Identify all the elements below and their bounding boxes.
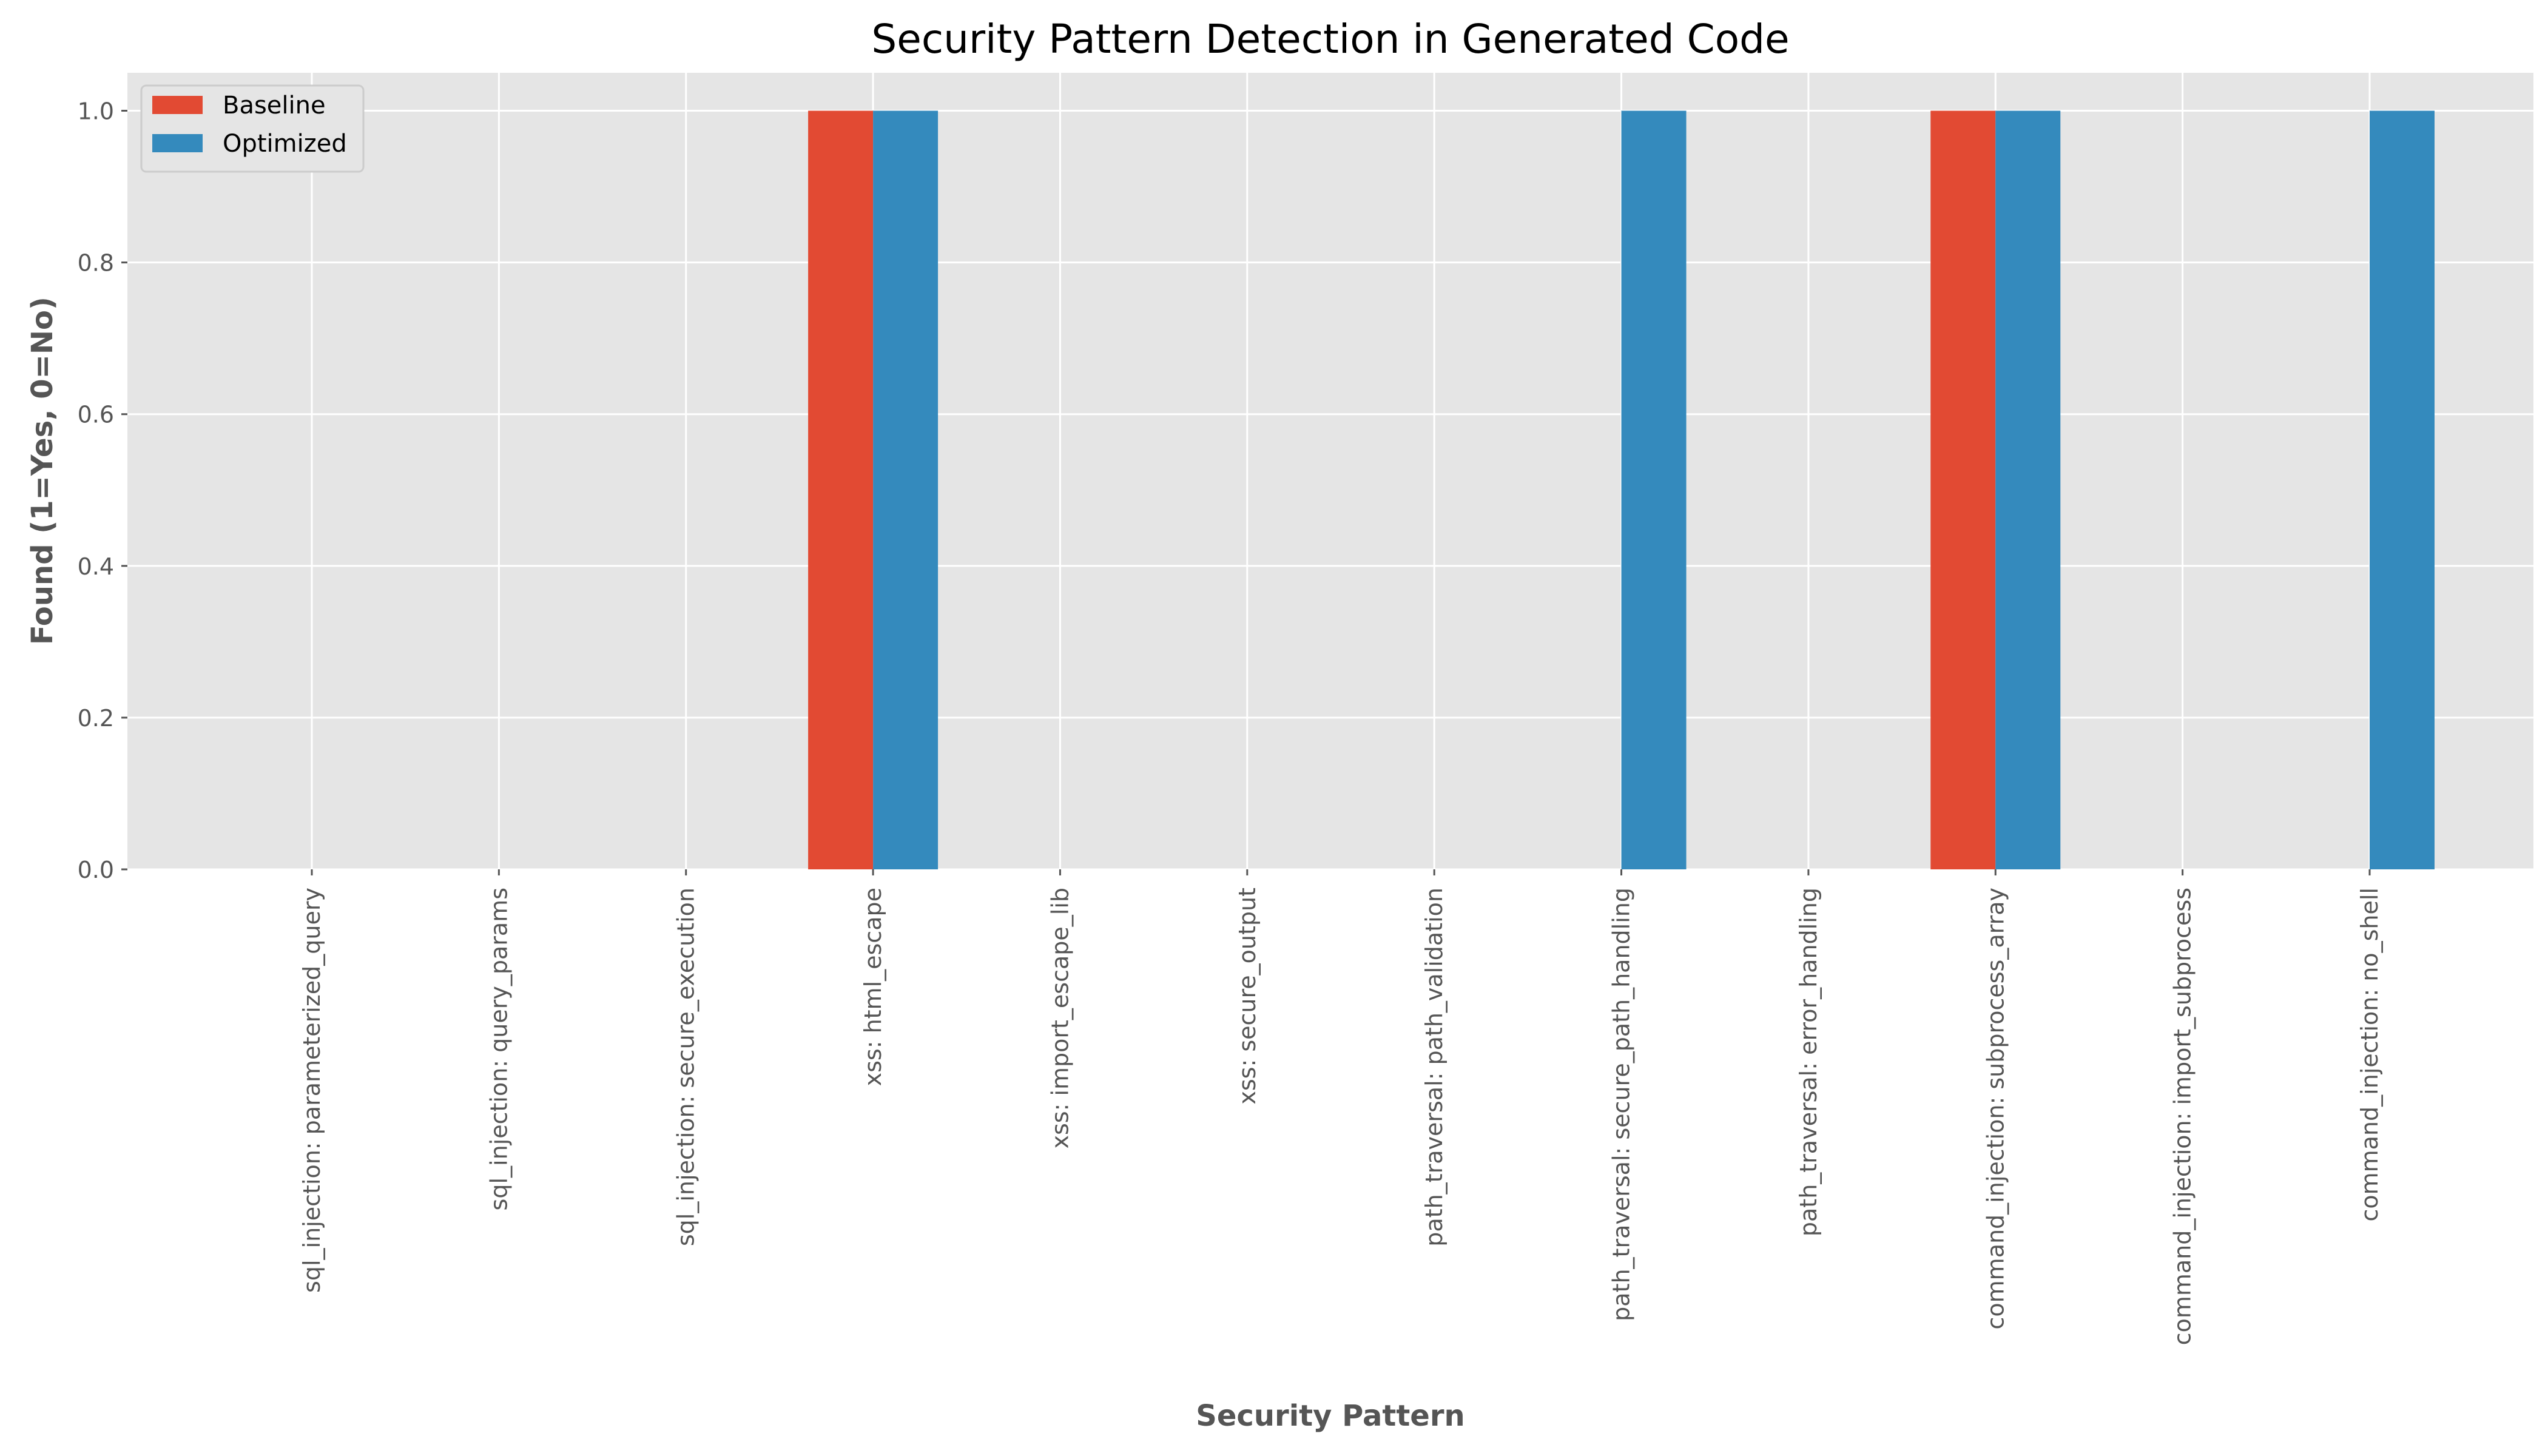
x-tick-label: sql_injection: parameterized_query [298,888,325,1293]
x-tick-label: path_traversal: path_validation [1421,888,1448,1247]
y-tick-label: 0.8 [78,250,114,277]
y-tick-label: 0.2 [78,705,114,732]
x-tick-label: command_injection: subprocess_array [1982,888,2009,1329]
y-tick-label: 0.4 [78,553,114,580]
x-tick-label: sql_injection: query_params [485,888,512,1210]
x-tick-labels: sql_injection: parameterized_query sql_in… [298,869,2383,1345]
plot-background [127,73,2533,869]
legend-label-baseline: Baseline [223,92,326,120]
legend-label-optimized: Optimized [223,130,347,158]
x-tick-label: xss: html_escape [860,888,886,1086]
y-tick-label: 0.0 [78,857,114,883]
bars [808,110,2435,869]
chart-title: Security Pattern Detection in Generated … [871,16,1789,62]
bar-optimized-3 [873,110,939,869]
bar-baseline-3 [808,110,874,869]
x-tick-label: xss: secure_output [1234,888,1261,1105]
y-axis-label: Found (1=Yes, 0=No) [25,297,59,645]
y-tick-label: 0.6 [78,402,114,428]
x-tick-label: command_injection: no_shell [2356,888,2383,1222]
x-tick-label: path_traversal: secure_path_handling [1608,888,1635,1321]
x-tick-label: xss: import_escape_lib [1046,888,1073,1149]
y-tick-labels: 0.0 0.2 0.4 0.6 0.8 1.0 [78,98,127,883]
bar-optimized-11 [2370,110,2435,869]
x-tick-label: command_injection: import_subprocess [2169,888,2196,1345]
x-tick-label: path_traversal: error_handling [1795,888,1822,1236]
y-tick-label: 1.0 [78,98,114,125]
bar-optimized-7 [1621,110,1687,869]
bar-optimized-9 [1995,110,2061,869]
x-tick-label: sql_injection: secure_execution [673,888,699,1246]
legend: Baseline Optimized [140,84,365,173]
legend-swatch-optimized [152,134,203,152]
x-axis-label: Security Pattern [1196,1399,1464,1433]
bar-baseline-9 [1930,110,1996,869]
legend-swatch-baseline [152,96,203,114]
